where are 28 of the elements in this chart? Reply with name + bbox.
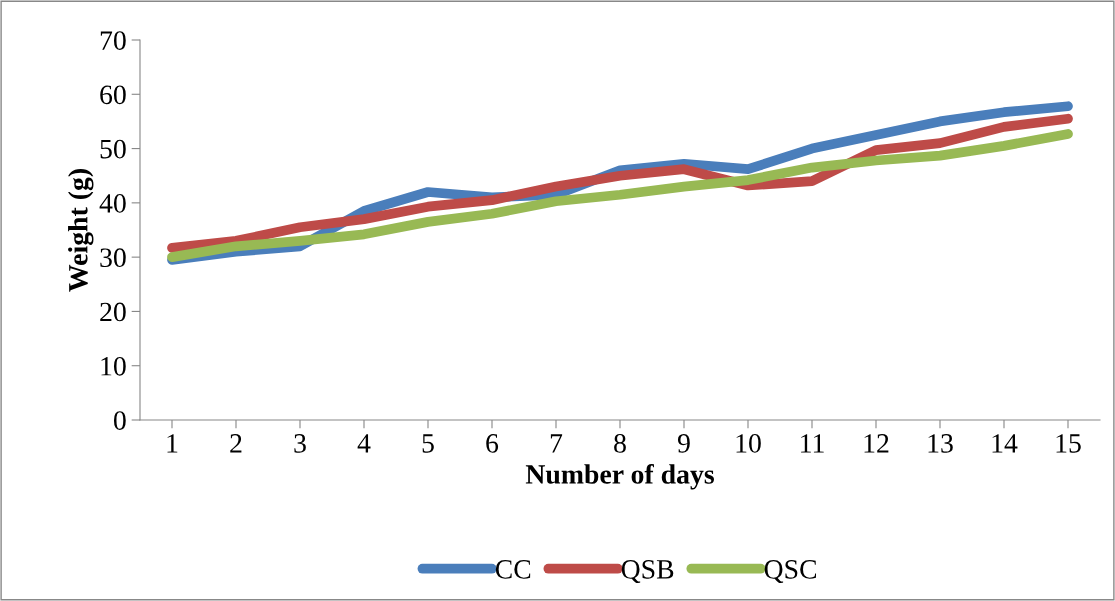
x-tick-label: 15 [1056,434,1081,453]
x-tick-label: 2 [230,434,242,453]
x-tick-label: 6 [486,434,499,453]
y-tick-label: 20 [100,302,126,322]
y-tick-label: 40 [99,194,126,213]
x-tick-label: 12 [864,434,889,453]
x-tick-label: 5 [422,434,434,453]
x-tick-label: 10 [736,434,761,453]
x-tick-label: 4 [357,434,371,453]
x-tick-label: 1 [167,434,178,453]
y-tick-label: 30 [100,248,126,268]
y-tick-label: 50 [100,139,126,159]
legend-label: QSB [621,560,674,583]
legend-label: QSC [764,560,817,583]
legend-label: CC [495,560,531,579]
x-tick-label: 3 [294,434,306,453]
y-tick-label: 0 [113,411,126,430]
y-tick-label: 10 [101,356,126,376]
x-axis-title: Number of days [525,463,714,490]
y-tick-label: 60 [100,85,126,105]
x-tick-label: 13 [928,434,953,453]
x-tick-label: 8 [614,434,626,453]
y-axis-title: Weight (g) [68,169,94,292]
x-tick-label: 9 [677,434,690,453]
x-tick-label: 7 [550,434,563,453]
x-tick-label: 14 [992,434,1018,453]
x-tick-label: 11 [801,434,824,453]
y-tick-label: 70 [100,31,126,50]
